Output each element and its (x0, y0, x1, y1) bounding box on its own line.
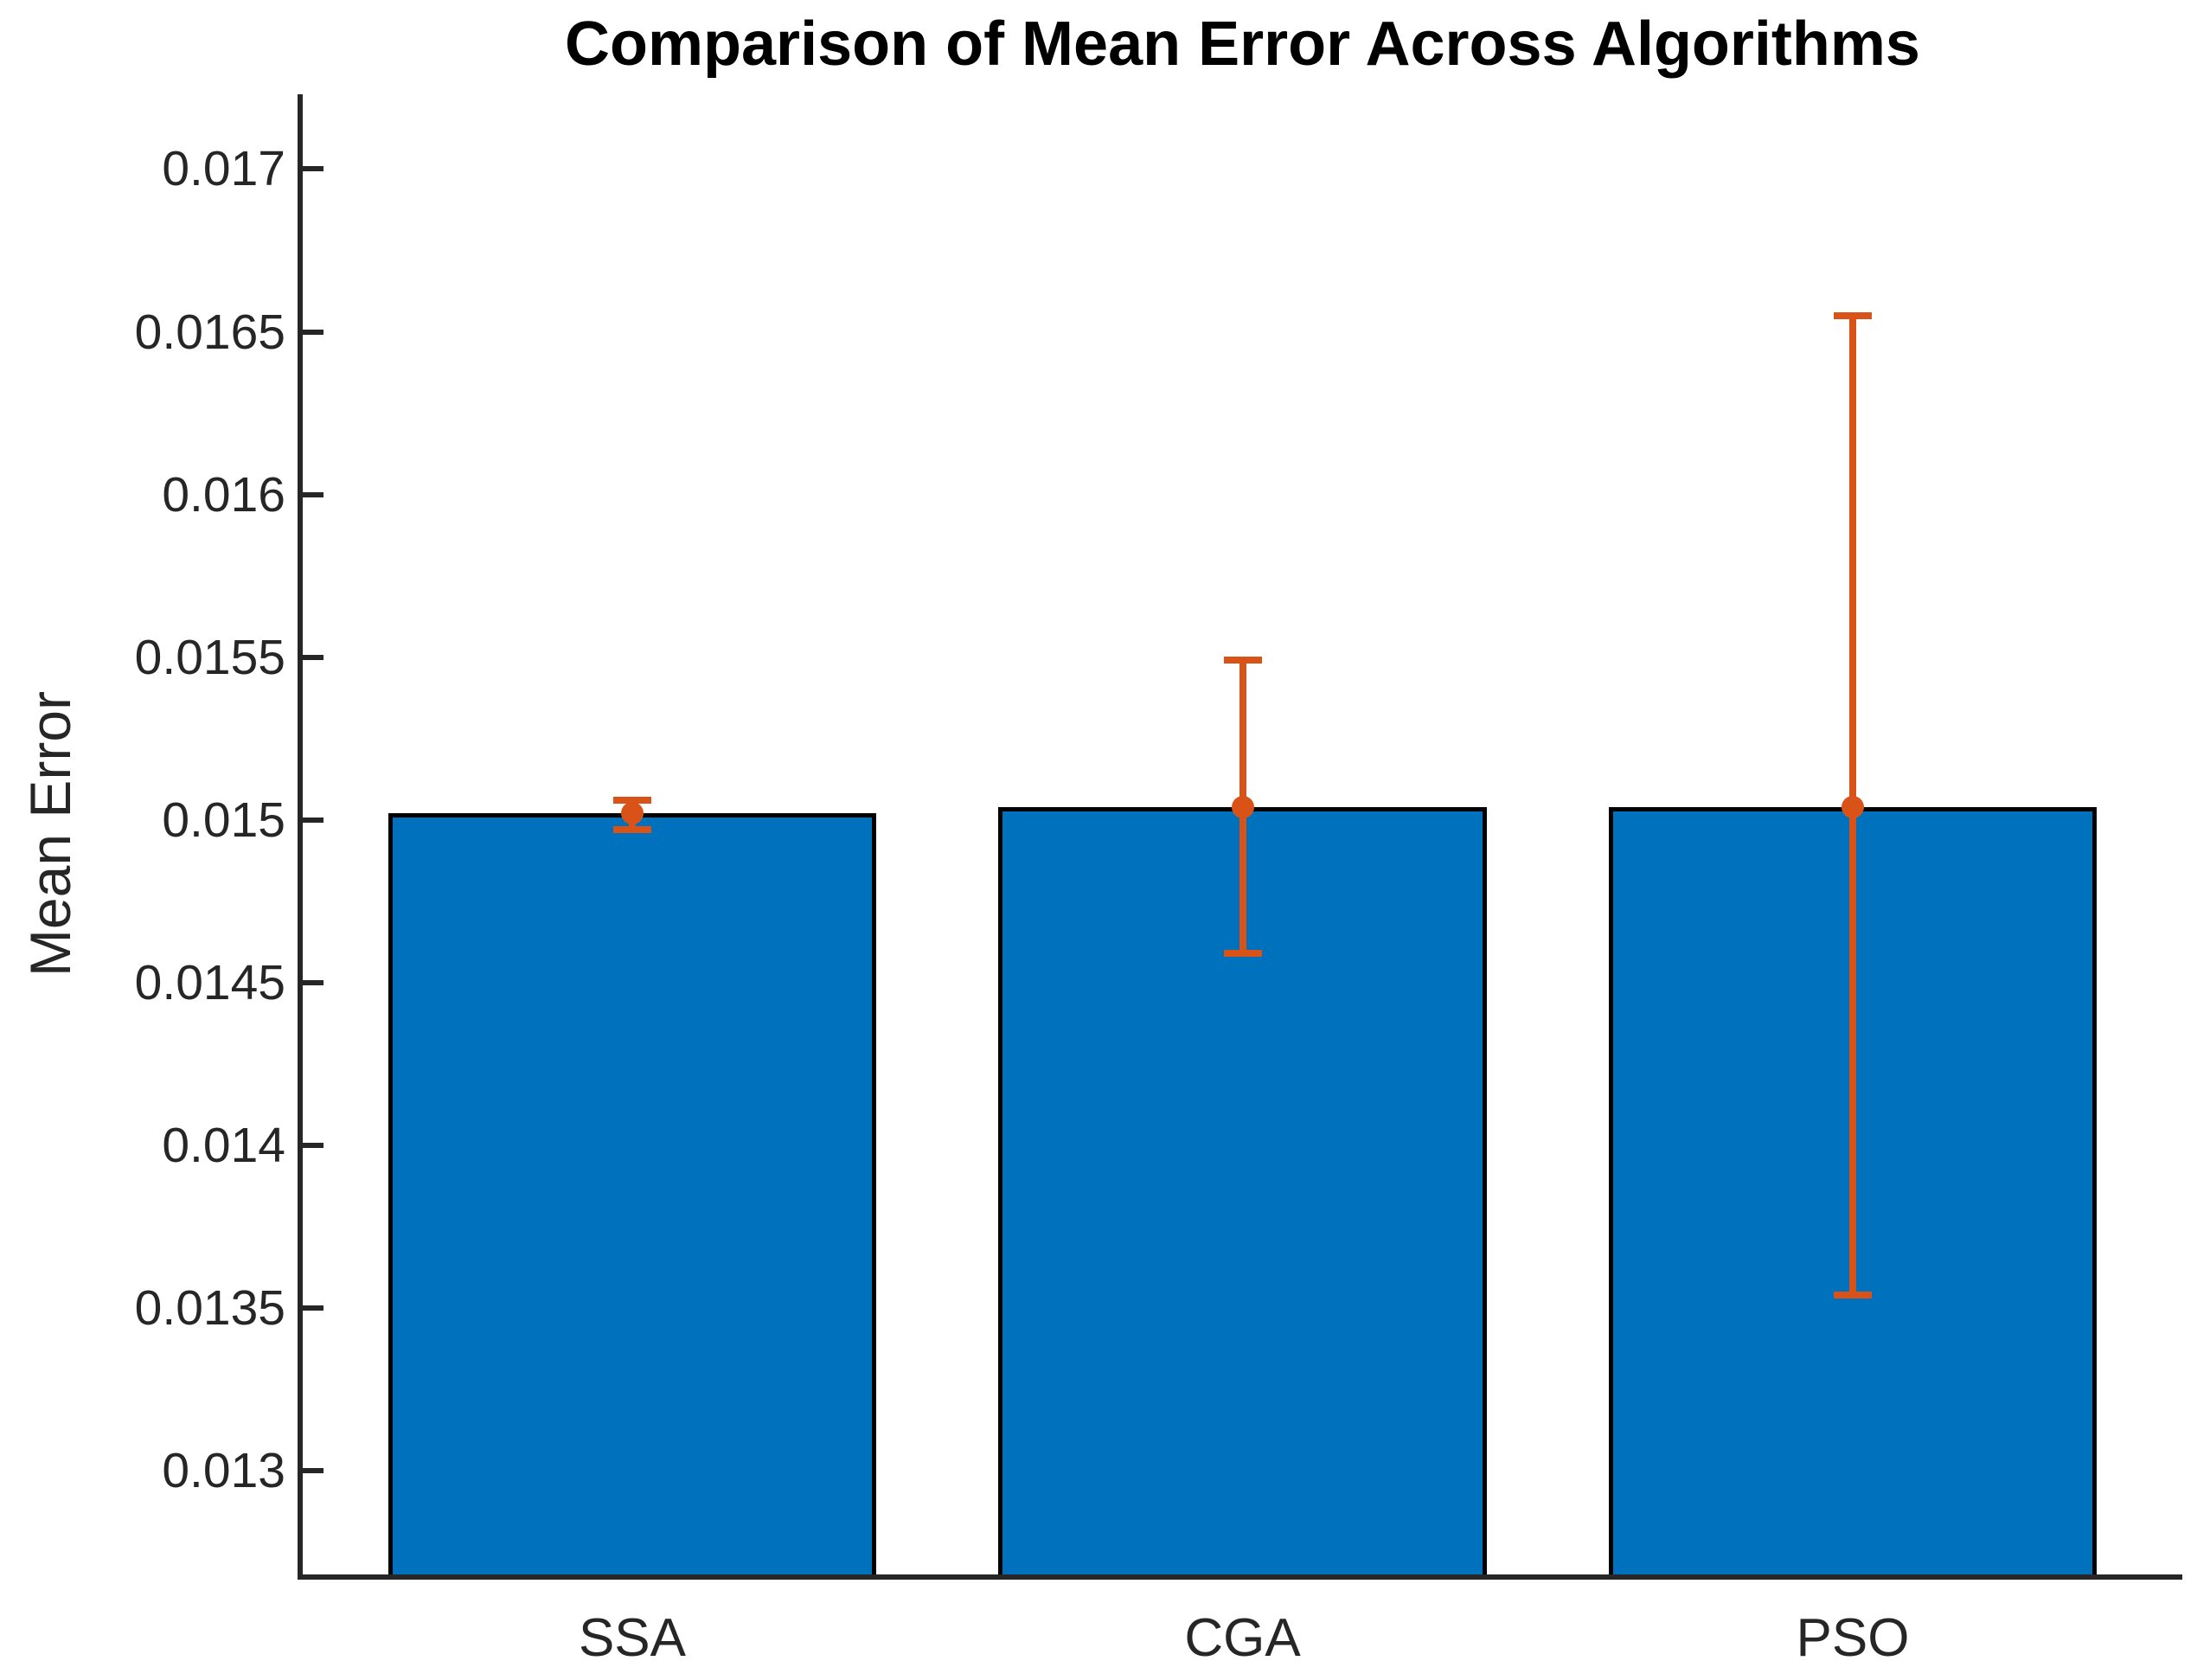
y-tick-label: 0.016 (162, 466, 285, 523)
y-tick (303, 1142, 323, 1148)
y-tick-label: 0.013 (162, 1442, 285, 1498)
errorbar-cga-bottom-cap (1223, 949, 1262, 957)
y-tick (303, 1467, 323, 1473)
errorbar-cga-top-cap (1223, 657, 1262, 664)
y-tick (303, 654, 323, 660)
y-tick (303, 166, 323, 172)
errorbar-pso-top-cap (1834, 311, 1873, 319)
y-tick (303, 979, 323, 985)
y-tick-label: 0.014 (162, 1117, 285, 1173)
errorbar-ssa-bottom-cap (612, 825, 651, 833)
errorbar-ssa-mean-marker (620, 802, 644, 825)
y-tick-label: 0.017 (162, 141, 285, 197)
errorbar-pso-bottom-cap (1834, 1291, 1873, 1298)
chart-title: Comparison of Mean Error Across Algorith… (565, 10, 1920, 79)
y-tick (303, 1305, 323, 1311)
x-tick-label-cga: CGA (1184, 1608, 1301, 1668)
plot-area (298, 94, 2182, 1580)
errorbar-cga-mean-marker (1231, 795, 1254, 818)
x-tick-label-ssa: SSA (578, 1608, 686, 1668)
y-tick (303, 817, 323, 823)
y-tick-label: 0.0155 (134, 629, 285, 685)
bar-ssa (388, 813, 877, 1574)
errorbar-ssa-top-cap (612, 797, 651, 804)
y-tick-label: 0.0135 (134, 1279, 285, 1336)
y-tick-label: 0.015 (162, 792, 285, 848)
y-tick (303, 329, 323, 335)
y-tick-label: 0.0165 (134, 304, 285, 360)
y-tick (303, 491, 323, 497)
x-tick-label-pso: PSO (1796, 1608, 1910, 1668)
y-tick-label: 0.0145 (134, 954, 285, 1010)
errorbar-pso-mean-marker (1842, 795, 1865, 818)
